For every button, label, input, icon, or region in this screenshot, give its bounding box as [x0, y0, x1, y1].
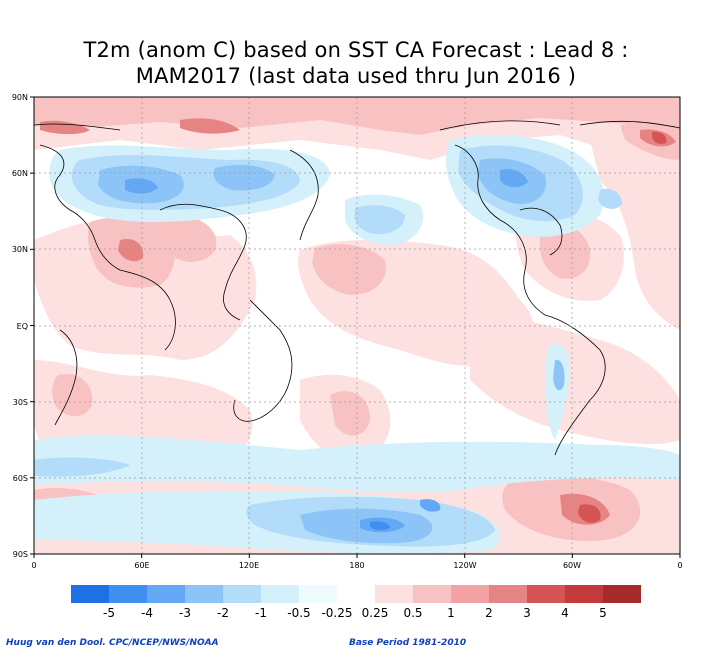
legend-swatch	[337, 585, 375, 603]
legend-label: -3	[179, 606, 191, 620]
lon-label: 60E	[134, 561, 149, 570]
lat-label: 60N	[12, 169, 28, 178]
lat-label: 30S	[13, 398, 28, 407]
legend-label: -1	[255, 606, 267, 620]
longitude-labels: 0 60E 120E 180 120W 60W 0	[31, 561, 682, 570]
legend-swatch	[565, 585, 603, 603]
legend-label: 0.25	[362, 606, 389, 620]
legend-swatch	[527, 585, 565, 603]
legend-label: 1	[447, 606, 455, 620]
legend-label: 2	[485, 606, 493, 620]
legend-swatch	[413, 585, 451, 603]
lon-label: 180	[349, 561, 364, 570]
legend-swatch	[603, 585, 641, 603]
legend-label: 3	[523, 606, 531, 620]
lat-label: 90N	[12, 93, 28, 102]
lat-label: 30N	[12, 245, 28, 254]
legend-swatch	[451, 585, 489, 603]
legend-swatch	[109, 585, 147, 603]
color-legend	[71, 585, 641, 603]
legend-label: -5	[103, 606, 115, 620]
legend-swatch	[375, 585, 413, 603]
chart-title-line-2: MAM2017 (last data used thru Jun 2016 )	[135, 64, 577, 88]
lat-label: 60S	[13, 474, 28, 483]
lat-label: EQ	[17, 322, 28, 331]
legend-swatch	[71, 585, 109, 603]
legend-swatch	[299, 585, 337, 603]
legend-label: -2	[217, 606, 229, 620]
lon-label: 0	[677, 561, 682, 570]
lon-label: 0	[31, 561, 36, 570]
legend-swatch	[185, 585, 223, 603]
legend-label: -0.25	[321, 606, 352, 620]
legend-label: 5	[599, 606, 607, 620]
color-legend-labels: -5 -4 -3 -2 -1 -0.5 -0.25 0.25 0.5 1 2 3 4 5	[103, 606, 607, 620]
coastlines	[34, 120, 680, 456]
legend-label: -4	[141, 606, 153, 620]
anomaly-very-strong-cold	[370, 521, 390, 531]
legend-swatch	[261, 585, 299, 603]
credit-text: Huug van den Dool. CPC/NCEP/NWS/NOAA	[6, 638, 219, 648]
lat-label: 90S	[13, 550, 28, 559]
legend-swatch	[223, 585, 261, 603]
legend-swatch	[489, 585, 527, 603]
legend-label: -0.5	[287, 606, 310, 620]
axis-ticks	[30, 96, 681, 558]
lon-label: 60W	[563, 561, 581, 570]
anomaly-very-strong-warm	[578, 131, 667, 523]
graticule	[34, 97, 680, 554]
legend-swatch	[147, 585, 185, 603]
chart-title-line-1: T2m (anom C) based on SST CA Forecast : …	[83, 38, 629, 62]
lon-label: 120W	[453, 561, 476, 570]
lon-label: 120E	[239, 561, 259, 570]
latitude-labels: 90N 60N 30N EQ 30S 60S 90S	[12, 93, 28, 559]
legend-label: 4	[561, 606, 569, 620]
legend-label: 0.5	[403, 606, 422, 620]
base-period-text: Base Period 1981-2010	[349, 638, 467, 648]
